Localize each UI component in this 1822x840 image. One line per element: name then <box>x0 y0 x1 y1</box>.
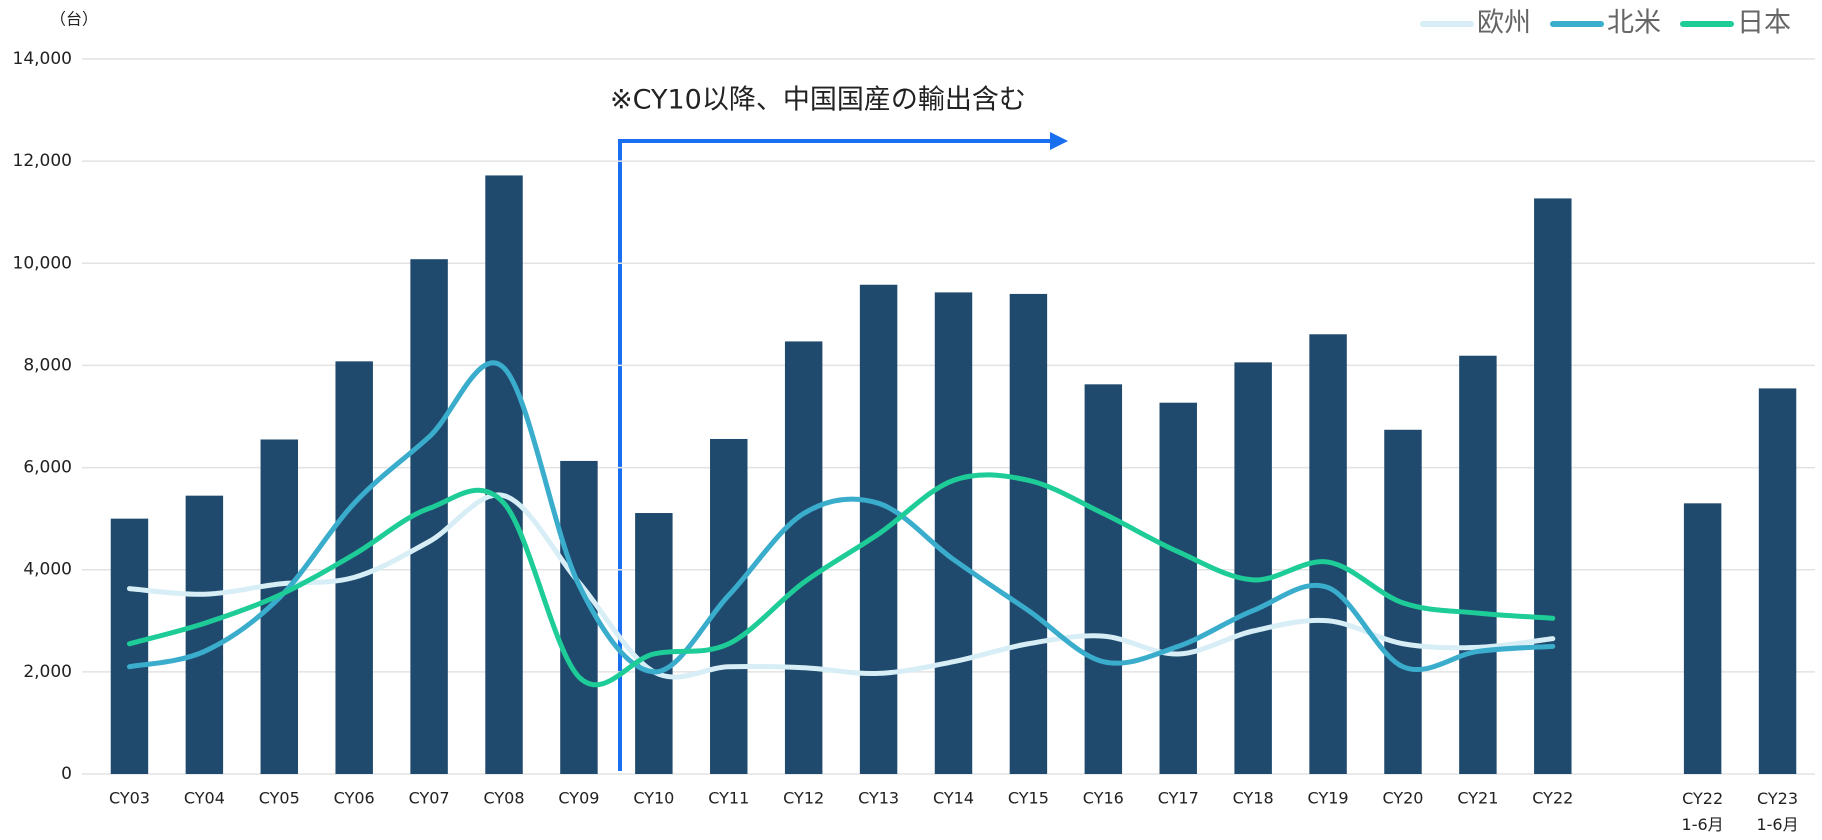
bar <box>784 341 823 774</box>
bar <box>1159 402 1197 774</box>
series-line <box>126 472 1556 688</box>
annotation-arrow <box>618 139 1050 771</box>
x-tick-label: CY13 <box>858 789 899 808</box>
bar <box>1084 384 1123 774</box>
x-tick-label: CY10 <box>633 789 674 808</box>
bar <box>1009 293 1048 774</box>
x-tick-label: CY12 <box>783 789 824 808</box>
bar <box>1234 362 1272 774</box>
x-tick-label: CY04 <box>184 789 225 808</box>
x-tick-label: CY21 <box>1457 789 1498 808</box>
bar <box>635 513 673 774</box>
bar <box>710 438 748 774</box>
legend-label: 北米 <box>1607 8 1661 39</box>
bar <box>485 175 523 774</box>
bar <box>1683 503 1722 774</box>
y-tick-label: 4,000 <box>23 560 72 580</box>
y-tick-label: 12,000 <box>13 151 72 171</box>
x-tick-label: CY15 <box>1008 789 1049 808</box>
y-tick-label: 8,000 <box>23 355 72 375</box>
y-tick-label: 10,000 <box>13 253 72 273</box>
legend-label: 欧州 <box>1477 8 1531 39</box>
x-tick-label: CY19 <box>1308 789 1349 808</box>
annotation: ※CY10以降、中国国産の輸出含む <box>610 85 1026 116</box>
bar <box>560 460 598 774</box>
bar <box>859 284 898 774</box>
x-tick-label: CY06 <box>334 789 375 808</box>
x-tick-label: CY23 1-6月 <box>1756 789 1798 834</box>
unit-label: （台） <box>50 10 98 29</box>
x-tick-label: CY18 <box>1233 789 1274 808</box>
y-tick-label: 2,000 <box>23 662 72 682</box>
x-tick-label: CY09 <box>558 789 599 808</box>
x-tick-label: CY08 <box>484 789 525 808</box>
bar <box>260 439 299 774</box>
x-tick-label: CY05 <box>259 789 300 808</box>
series-line <box>126 360 1556 675</box>
x-tick-label: CY03 <box>109 789 150 808</box>
x-tick-label: CY11 <box>708 789 749 808</box>
bar <box>934 292 973 774</box>
legend-label: 日本 <box>1737 8 1791 39</box>
bar <box>1459 355 1497 774</box>
x-tick-label: CY22 1-6月 <box>1682 789 1724 834</box>
bar <box>1309 334 1347 774</box>
y-tick-label: 6,000 <box>23 458 72 478</box>
x-tick-label: CY16 <box>1083 789 1124 808</box>
x-tick-label: CY20 <box>1382 789 1423 808</box>
y-tick-label: 14,000 <box>13 49 72 69</box>
x-tick-label: CY22 <box>1532 789 1573 808</box>
x-tick-label: CY07 <box>409 789 450 808</box>
bar <box>110 518 149 774</box>
bar <box>335 361 373 774</box>
x-tick-label: CY14 <box>933 789 974 808</box>
bar <box>1758 388 1797 774</box>
bar <box>185 495 224 774</box>
series-line <box>126 492 1556 680</box>
x-tick-label: CY17 <box>1158 789 1199 808</box>
arrow-head <box>1050 132 1068 150</box>
bar <box>1534 198 1572 775</box>
y-tick-label: 0 <box>61 764 72 784</box>
